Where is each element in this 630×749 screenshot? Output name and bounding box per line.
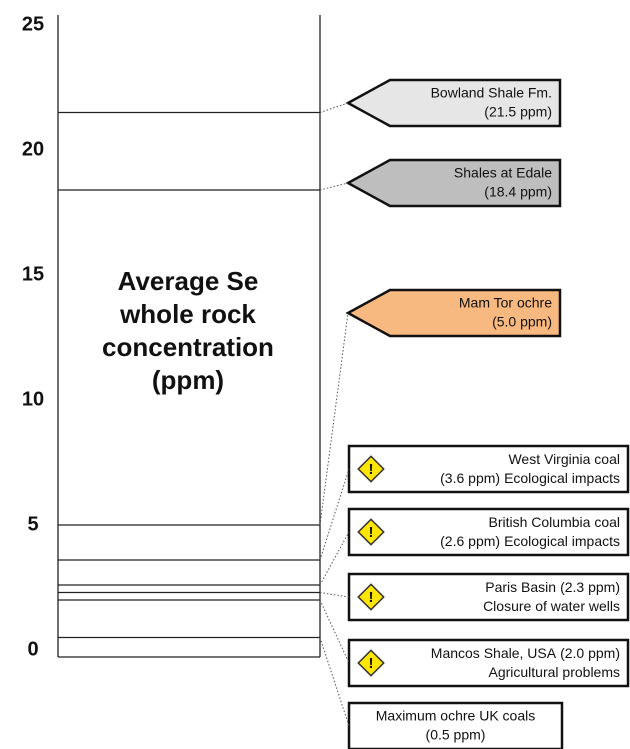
callout-impact: Ecological impacts: [504, 533, 620, 549]
callout-name: Mancos Shale, USA: [431, 645, 557, 661]
callout-value: (3.6 ppm): [440, 470, 500, 486]
callout-value: (5.0 ppm): [492, 314, 552, 330]
callout-impact: Closure of water wells: [483, 598, 620, 614]
callout-value: (0.5 ppm): [426, 727, 486, 743]
callout-line: (2.6 ppm) Ecological impacts: [440, 533, 620, 549]
callout: Shales at Edale (18.4 ppm): [345, 158, 562, 208]
y-axis-label: (ppm): [152, 365, 224, 395]
callout-line: Paris Basin (2.3 ppm): [485, 579, 620, 595]
callout: Maximum ochre UK coals (0.5 ppm): [347, 701, 564, 749]
connector: [319, 468, 350, 561]
callout-line: (3.6 ppm) Ecological impacts: [440, 470, 620, 486]
connector: [319, 599, 350, 664]
y-tick-label: 5: [27, 513, 38, 535]
warning-mark: !: [369, 461, 374, 478]
y-tick-label: 10: [22, 388, 44, 410]
callout: ! Mancos Shale, USA (2.0 ppm) Agricultural …: [347, 638, 630, 688]
callout-name: Maximum ochre UK coals: [376, 708, 536, 724]
warning-mark: !: [369, 524, 374, 541]
callout-impact: Agricultural problems: [489, 664, 621, 680]
callout-value: (2.6 ppm): [440, 533, 500, 549]
callout: ! British Columbia coal (2.6 ppm) Ecologica…: [347, 507, 630, 557]
y-tick-label: 15: [22, 263, 44, 285]
callout-value: (2.3 ppm): [560, 579, 620, 595]
callout-arrow: [345, 78, 562, 128]
connector: [319, 531, 350, 586]
y-tick-label: 0: [27, 638, 38, 660]
connector: [319, 592, 350, 598]
y-axis-label: concentration: [102, 332, 274, 362]
callout: ! West Virginia coal (3.6 ppm) Ecological i…: [347, 444, 630, 494]
callout-name: Paris Basin: [485, 579, 556, 595]
callout-name: West Virginia coal: [508, 451, 620, 467]
warning-icon: [357, 455, 385, 483]
callout-line: Mancos Shale, USA (2.0 ppm): [431, 645, 620, 661]
y-axis-label: Average Se: [118, 266, 259, 296]
connector: [319, 182, 349, 191]
callout-line: West Virginia coal: [508, 451, 620, 467]
callout-line: British Columbia coal: [489, 514, 621, 530]
y-tick-label: 25: [22, 13, 44, 35]
callout-impact: Ecological impacts: [504, 470, 620, 486]
y-axis-label: whole rock: [119, 299, 256, 329]
callout-line: Closure of water wells: [483, 598, 620, 614]
callout-name: British Columbia coal: [489, 514, 621, 530]
callout-value: (18.4 ppm): [484, 184, 552, 200]
warning-mark: !: [369, 589, 374, 606]
callout-name: Shales at Edale: [454, 165, 552, 181]
callout: ! Paris Basin (2.3 ppm) Closure of water we…: [347, 572, 630, 622]
y-tick-label: 20: [22, 138, 44, 160]
callout-box: [347, 701, 564, 749]
warning-mark: !: [369, 655, 374, 672]
connector: [319, 312, 349, 526]
callout-arrow: [345, 158, 562, 208]
callout-line: Agricultural problems: [489, 664, 621, 680]
warning-icon: [357, 518, 385, 546]
callout-arrow: [345, 288, 562, 338]
callout-box: [347, 638, 630, 688]
warning-icon: [357, 649, 385, 677]
callout: Bowland Shale Fm. (21.5 ppm): [345, 78, 562, 128]
callout: Mam Tor ochre (5.0 ppm): [345, 288, 562, 338]
connector: [319, 102, 349, 113]
callout-value: (21.5 ppm): [484, 104, 552, 120]
warning-icon: [357, 583, 385, 611]
callout-name: Bowland Shale Fm.: [431, 85, 552, 101]
callout-name: Mam Tor ochre: [459, 295, 552, 311]
callout-value: (2.0 ppm): [560, 645, 620, 661]
connector: [319, 637, 350, 727]
callout-box: [347, 507, 630, 557]
